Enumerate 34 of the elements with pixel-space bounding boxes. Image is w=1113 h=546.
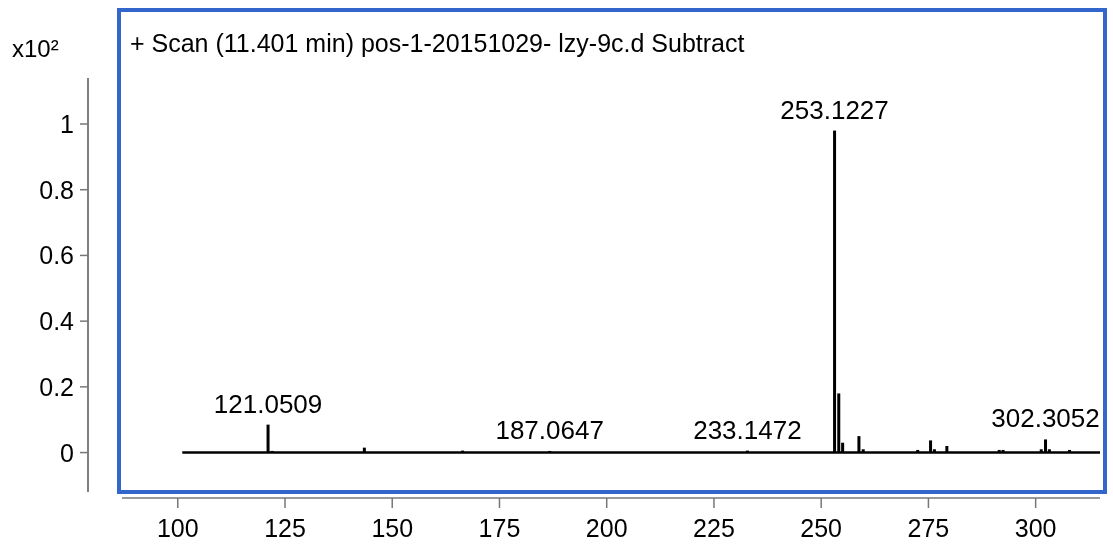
bar	[1001, 449, 1005, 453]
x-tick-label: 150	[371, 514, 414, 542]
annotation: 187.0647	[495, 414, 604, 445]
chart-title: + Scan (11.401 min) pos-1-20151029- lzy-9c.d Subtract	[130, 29, 745, 57]
x-tick-label: 200	[585, 514, 628, 542]
y-tick-label: 0.6	[39, 241, 74, 270]
y-tick-label: 0.8	[39, 175, 74, 204]
y-tick-label: 0	[60, 438, 74, 467]
annotation: 121.0509	[213, 388, 323, 419]
annotation: 302.3052	[991, 403, 1100, 434]
x-tick-label: 275	[907, 514, 950, 542]
x-tick-label: 300	[1014, 514, 1057, 542]
x-tick-label: 100	[156, 514, 199, 542]
bar	[945, 446, 949, 453]
bar	[857, 436, 861, 453]
bar	[1044, 439, 1048, 453]
bar	[916, 449, 920, 453]
bar	[997, 449, 1001, 453]
y-tick-label: 0.2	[39, 372, 74, 401]
bar	[833, 130, 837, 453]
x-tick-label: 175	[478, 514, 521, 542]
x-tick-label: 125	[264, 514, 306, 542]
y-axis-title: x10²	[12, 35, 59, 62]
x-tick-label: 225	[693, 514, 735, 542]
y-tick-label: 0.4	[39, 307, 75, 336]
bar	[929, 440, 933, 453]
bar	[266, 424, 270, 453]
bar	[362, 447, 366, 453]
x-tick-label: 250	[800, 514, 843, 542]
annotation: 253.1227	[780, 94, 889, 125]
bar	[1068, 449, 1072, 453]
bar	[861, 449, 865, 453]
y-tick-label: 1	[60, 110, 74, 138]
annotation: 233.1472	[693, 414, 802, 445]
